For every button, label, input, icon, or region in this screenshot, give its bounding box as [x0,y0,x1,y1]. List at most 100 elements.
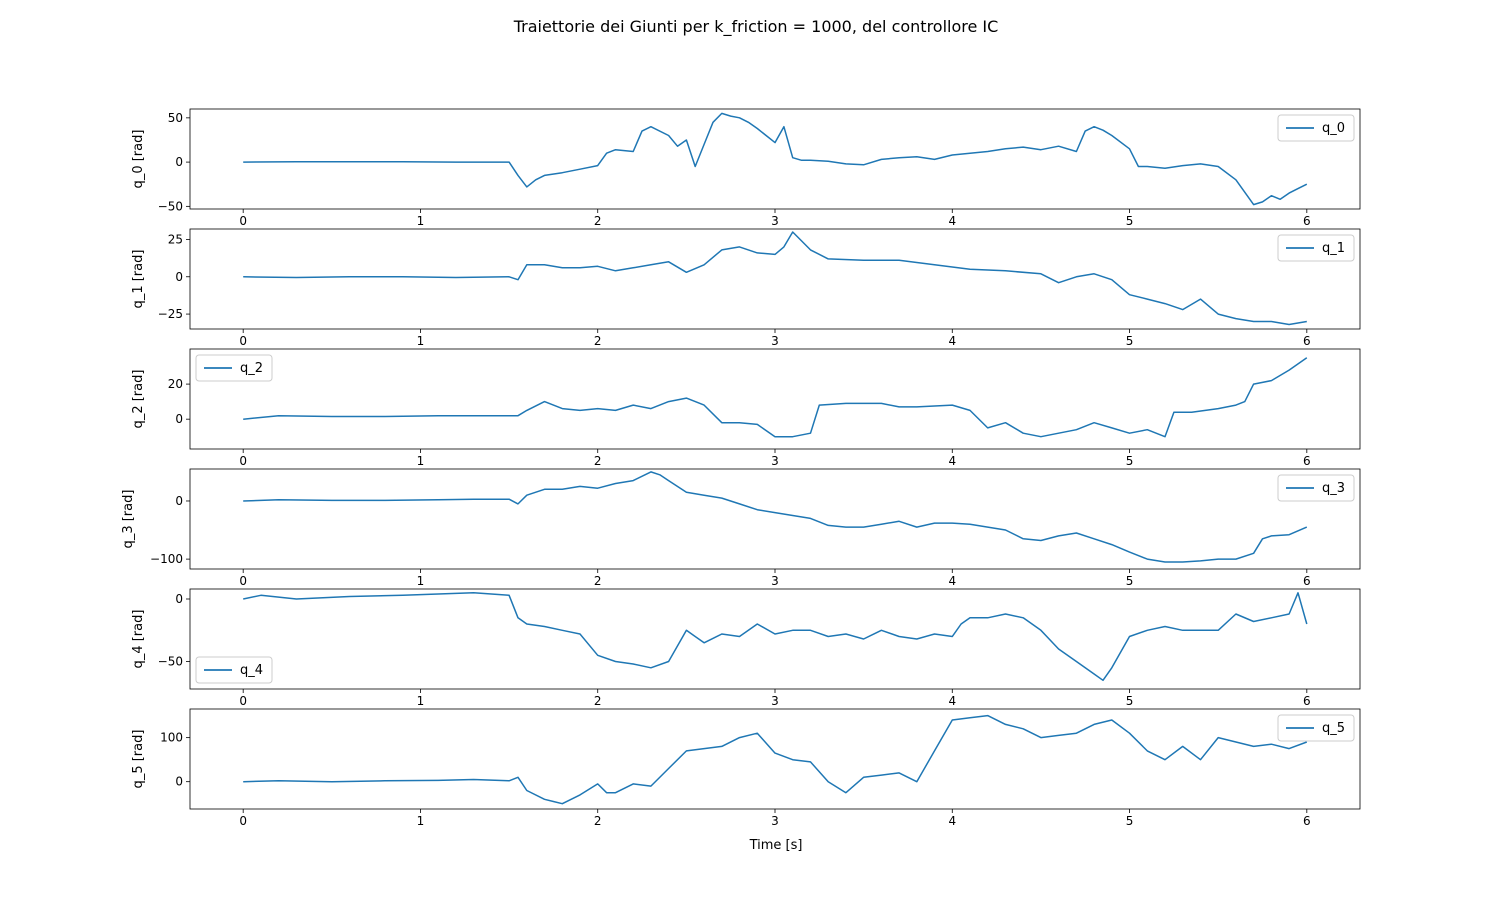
x-tick-label: 6 [1303,814,1311,828]
series-line-q_0 [243,112,1308,206]
x-tick-label: 0 [239,814,247,828]
x-tick-label: 0 [239,454,247,468]
y-tick-label: 0 [175,155,183,169]
axes-frame [189,708,1361,810]
legend: q_4 [195,656,273,684]
x-tick-label: 5 [1126,334,1134,348]
axes-frame [189,588,1361,690]
legend-label: q_0 [1322,121,1345,136]
legend: q_5 [1277,714,1355,742]
subplot-5: 0 1 2 3 4 5 6 0 100 q_5 [rad] q_5 [131,708,1361,828]
y-tick-label: 0 [175,494,183,508]
x-tick-label: 6 [1303,694,1311,708]
x-tick-label: 4 [948,814,956,828]
y-axis-label: q_0 [rad] [131,130,146,189]
y-tick-label: −25 [158,307,183,321]
x-tick-label: 1 [417,334,425,348]
legend-label: q_4 [240,663,263,678]
legend-label: q_1 [1322,241,1345,256]
x-tick-label: 0 [239,574,247,588]
x-tick-label: 2 [594,814,602,828]
y-tick-label: −50 [158,655,183,669]
legend-box [1277,234,1355,262]
legend: q_3 [1277,474,1355,502]
x-tick-label: 4 [948,694,956,708]
y-tick-label: −100 [150,552,183,566]
subplot-4: 0 1 2 3 4 5 6 −50 0 q_4 [rad] q_4 [131,588,1361,708]
axes-frame [189,348,1361,450]
x-tick-label: 6 [1303,214,1311,228]
x-tick-label: 5 [1126,574,1134,588]
x-tick-label: 4 [948,214,956,228]
x-tick-label: 6 [1303,454,1311,468]
x-tick-label: 3 [771,574,779,588]
legend-box [1277,714,1355,742]
series-line-q_5 [243,714,1308,805]
legend-box [1277,474,1355,502]
y-axis-label: q_3 [rad] [121,490,136,549]
axes-frame [189,468,1361,570]
x-tick-label: 4 [948,574,956,588]
x-tick-label: 5 [1126,214,1134,228]
legend-label: q_2 [240,361,263,376]
x-tick-label: 2 [594,334,602,348]
x-tick-label: 5 [1126,694,1134,708]
series-line-q_3 [243,471,1308,563]
x-tick-label: 1 [417,814,425,828]
x-tick-label: 0 [239,694,247,708]
series-line-q_2 [243,357,1308,438]
axes-frame [189,228,1361,330]
x-tick-label: 3 [771,694,779,708]
legend-box [195,354,273,382]
y-tick-label: 20 [168,377,183,391]
x-tick-label: 0 [239,214,247,228]
x-tick-label: 2 [594,574,602,588]
x-tick-label: 2 [594,694,602,708]
x-tick-label: 6 [1303,574,1311,588]
y-tick-label: 0 [175,592,183,606]
x-tick-label: 1 [417,454,425,468]
subplot-0: 0 1 2 3 4 5 6 −50 0 50 q_0 [rad] q_0 [131,108,1361,228]
x-tick-label: 4 [948,334,956,348]
y-tick-label: 0 [175,270,183,284]
x-tick-label: 5 [1126,454,1134,468]
x-tick-label: 0 [239,334,247,348]
legend: q_1 [1277,234,1355,262]
y-axis-label: q_1 [rad] [131,250,146,309]
x-tick-label: 2 [594,214,602,228]
legend-box [195,656,273,684]
y-axis-label: q_5 [rad] [131,730,146,789]
x-axis-label: Time [s] [749,838,803,853]
subplot-2: 0 1 2 3 4 5 6 0 20 q_2 [rad] q_2 [131,348,1361,468]
y-tick-label: 50 [168,111,183,125]
x-tick-label: 3 [771,214,779,228]
legend-label: q_3 [1322,481,1345,496]
legend: q_2 [195,354,273,382]
y-tick-label: 100 [160,731,183,745]
y-axis-label: q_2 [rad] [131,370,146,429]
y-tick-label: −50 [158,199,183,213]
x-tick-label: 5 [1126,814,1134,828]
x-tick-label: 4 [948,454,956,468]
x-tick-label: 3 [771,334,779,348]
y-tick-label: 0 [175,775,183,789]
x-tick-label: 1 [417,694,425,708]
series-line-q_1 [243,231,1307,326]
legend-label: q_5 [1322,721,1345,736]
x-tick-label: 6 [1303,334,1311,348]
series-line-q_4 [243,592,1308,682]
subplot-3: 0 1 2 3 4 5 6 −100 0 q_3 [rad] q_3 [121,468,1361,588]
y-tick-label: 25 [168,232,183,246]
subplot-1: 0 1 2 3 4 5 6 −25 0 25 q_1 [rad] q_1 [131,228,1361,348]
axes-frame [189,108,1361,210]
x-tick-label: 3 [771,454,779,468]
y-axis-label: q_4 [rad] [131,610,146,669]
x-tick-label: 2 [594,454,602,468]
x-tick-label: 1 [417,574,425,588]
figure-title: Traiettorie dei Giunti per k_friction = … [513,17,999,37]
legend-box [1277,114,1355,142]
legend: q_0 [1277,114,1355,142]
x-tick-label: 1 [417,214,425,228]
